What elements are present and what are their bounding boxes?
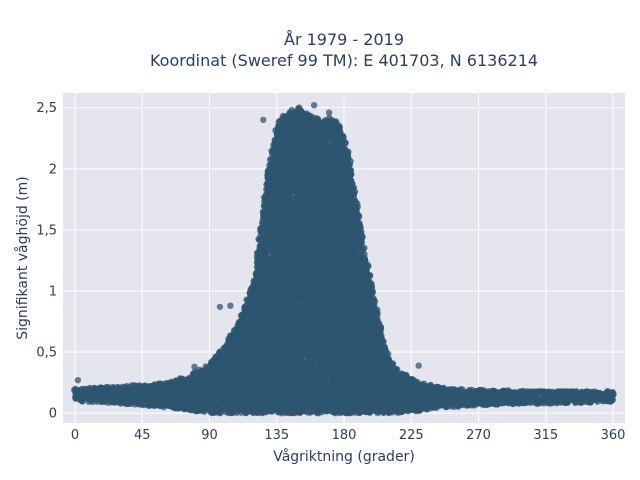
chart-title: År 1979 - 2019 (284, 30, 404, 49)
data-points (71, 102, 617, 417)
chart-subtitle: Koordinat (Sweref 99 TM): E 401703, N 61… (150, 51, 538, 70)
